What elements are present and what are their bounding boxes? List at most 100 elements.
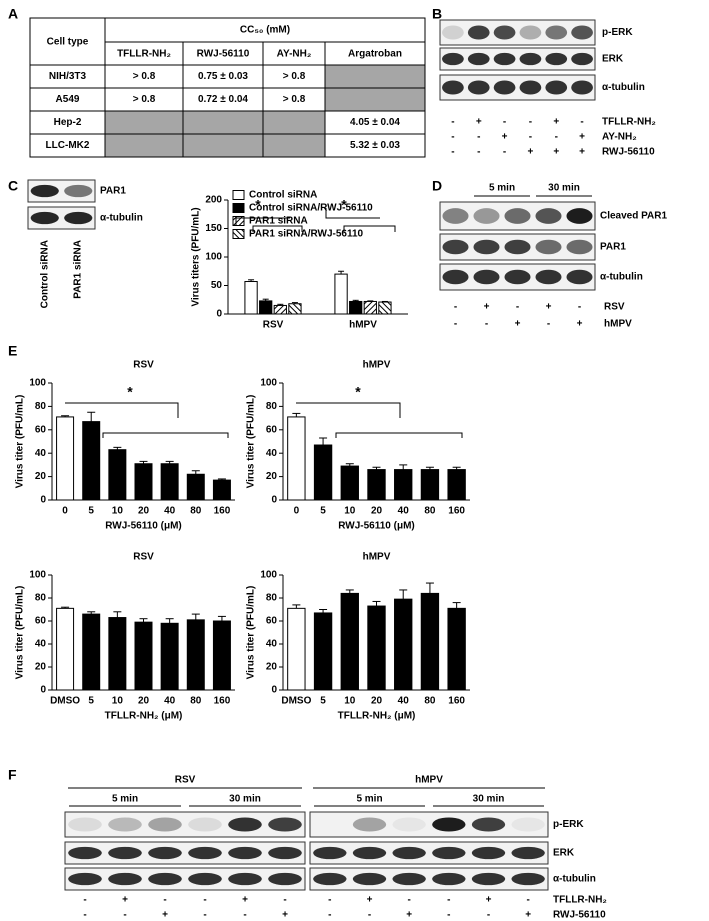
treatment-sign: - xyxy=(83,910,86,921)
row-header: A549 xyxy=(56,94,80,105)
y-tick-label: 80 xyxy=(266,401,278,412)
blot-band xyxy=(148,872,182,886)
column-header: TFLLR-NH₂ xyxy=(117,49,171,60)
treatment-label: hMPV xyxy=(604,319,632,330)
y-tick-label: 80 xyxy=(35,401,47,412)
blot-band xyxy=(566,269,593,285)
x-tick-label: 5 xyxy=(320,696,326,707)
blot-band xyxy=(566,208,593,224)
x-axis-label: RWJ-56110 (μM) xyxy=(338,521,415,532)
blot-band xyxy=(268,872,302,886)
band-label: Cleaved PAR1 xyxy=(600,211,668,222)
blot-band xyxy=(504,208,531,224)
significance-star: * xyxy=(127,384,133,400)
x-tick-label: 160 xyxy=(214,696,231,707)
table-cell: 4.05 ± 0.04 xyxy=(350,117,400,128)
x-tick-label: 0 xyxy=(294,506,300,517)
panel-label: A xyxy=(8,6,18,22)
x-tick-label: RSV xyxy=(263,320,284,331)
blot-band xyxy=(504,239,531,255)
treatment-sign: + xyxy=(502,132,508,143)
blot-strip xyxy=(309,811,549,838)
x-tick-label: 0 xyxy=(62,506,68,517)
treatment-sign: - xyxy=(485,319,488,330)
treatment-sign: + xyxy=(579,147,585,158)
band-label: PAR1 xyxy=(600,242,626,253)
treatment-sign: - xyxy=(529,117,532,128)
treatment-sign: - xyxy=(163,895,166,906)
panel-label: C xyxy=(8,178,18,194)
blot-band xyxy=(392,872,426,886)
blot-band xyxy=(473,208,500,224)
blot-band xyxy=(68,846,102,860)
blot-band xyxy=(442,25,464,40)
blot-band xyxy=(352,817,387,832)
lane-label: PAR1 siRNA xyxy=(73,240,84,299)
empty-cell xyxy=(325,88,425,111)
blot-band xyxy=(511,846,545,860)
band-label: α-tubulin xyxy=(100,213,143,224)
bar xyxy=(259,300,273,315)
x-tick-label: 160 xyxy=(448,696,465,707)
empty-cell xyxy=(183,134,263,157)
bar xyxy=(186,619,205,691)
y-tick-label: 100 xyxy=(29,378,46,389)
blot-band xyxy=(504,269,531,285)
treatment-sign: + xyxy=(579,132,585,143)
bar xyxy=(367,605,386,691)
legend-swatch xyxy=(232,203,245,213)
blot-band xyxy=(519,52,542,66)
y-tick-label: 60 xyxy=(35,616,47,627)
y-tick-label: 40 xyxy=(35,639,47,650)
treatment-sign: - xyxy=(477,147,480,158)
bar xyxy=(340,465,359,501)
x-axis-label: TFLLR-NH₂ (μM) xyxy=(338,711,416,722)
significance-star: * xyxy=(255,197,261,213)
x-tick-label: 80 xyxy=(190,506,202,517)
legend-label: PAR1 siRNA xyxy=(249,216,308,227)
y-axis-label: Virus titer (PFU/mL) xyxy=(15,395,26,489)
x-tick-label: 10 xyxy=(344,506,356,517)
bar xyxy=(160,622,179,691)
x-tick-label: hMPV xyxy=(349,320,377,331)
y-tick-label: 0 xyxy=(216,309,222,320)
x-tick-label: 40 xyxy=(164,506,176,517)
time-label: 5 min xyxy=(489,183,515,194)
blot-band xyxy=(467,80,490,95)
table-group-header: CC₅₀ (mM) xyxy=(240,25,290,36)
bar xyxy=(273,304,287,315)
y-tick-label: 100 xyxy=(205,252,222,263)
blot-band xyxy=(545,80,568,95)
band-label: PAR1 xyxy=(100,186,126,197)
y-tick-label: 60 xyxy=(266,424,278,435)
blot-band xyxy=(442,269,469,285)
treatment-sign: - xyxy=(447,910,450,921)
bar xyxy=(378,301,392,315)
treatment-sign: - xyxy=(451,132,454,143)
blot-band xyxy=(471,846,506,860)
panel-label: B xyxy=(432,6,442,22)
treatment-sign: + xyxy=(282,910,288,921)
treatment-sign: - xyxy=(83,895,86,906)
chart-title: hMPV xyxy=(363,360,391,371)
treatment-sign: + xyxy=(406,910,412,921)
time-label: 5 min xyxy=(112,794,138,805)
table-cell: > 0.8 xyxy=(133,71,156,82)
time-label: 30 min xyxy=(548,183,580,194)
bar xyxy=(212,479,231,501)
blot-band xyxy=(188,817,222,832)
treatment-sign: + xyxy=(484,302,490,313)
treatment-label: RSV xyxy=(604,302,625,313)
blot-band xyxy=(511,817,545,832)
significance-bracket xyxy=(252,225,303,232)
y-tick-label: 100 xyxy=(260,378,277,389)
band-label: α-tubulin xyxy=(553,874,596,885)
blot-band xyxy=(511,872,545,886)
blot-band xyxy=(30,211,59,225)
legend-swatch xyxy=(232,190,245,200)
treatment-sign: - xyxy=(328,895,331,906)
treatment-sign: + xyxy=(525,910,531,921)
empty-cell xyxy=(105,134,183,157)
column-header: Cell type xyxy=(47,37,89,48)
treatment-sign: + xyxy=(162,910,168,921)
